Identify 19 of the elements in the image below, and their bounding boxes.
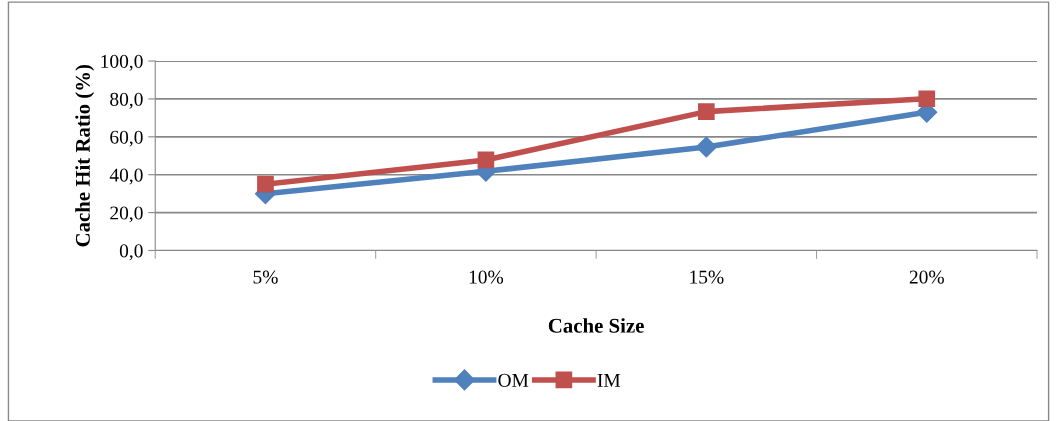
y-tick-label: 60,0 xyxy=(110,130,143,147)
point xyxy=(257,175,274,193)
legend-label: IM xyxy=(597,374,621,387)
y-tick-label: 80,0 xyxy=(110,92,143,109)
legend-label: OM xyxy=(498,373,529,387)
point xyxy=(695,136,717,158)
y-axis-title: Cache Hit Ratio (%) xyxy=(75,64,95,247)
point xyxy=(918,90,936,108)
y-tick-label: 0,0 xyxy=(119,244,143,261)
point xyxy=(697,103,715,120)
x-tick-label: 15% xyxy=(690,270,724,284)
x-tick-label: 20% xyxy=(909,270,944,284)
y-tick-label: 40,0 xyxy=(109,168,143,185)
y-tick-label: 20,0 xyxy=(110,206,143,223)
point xyxy=(477,151,495,169)
y-tick-label: 100,0 xyxy=(101,54,143,71)
x-tick-label: 5% xyxy=(253,270,278,284)
x-tick-label: 10% xyxy=(469,270,504,284)
x-axis-title: Cache Size xyxy=(548,318,644,333)
